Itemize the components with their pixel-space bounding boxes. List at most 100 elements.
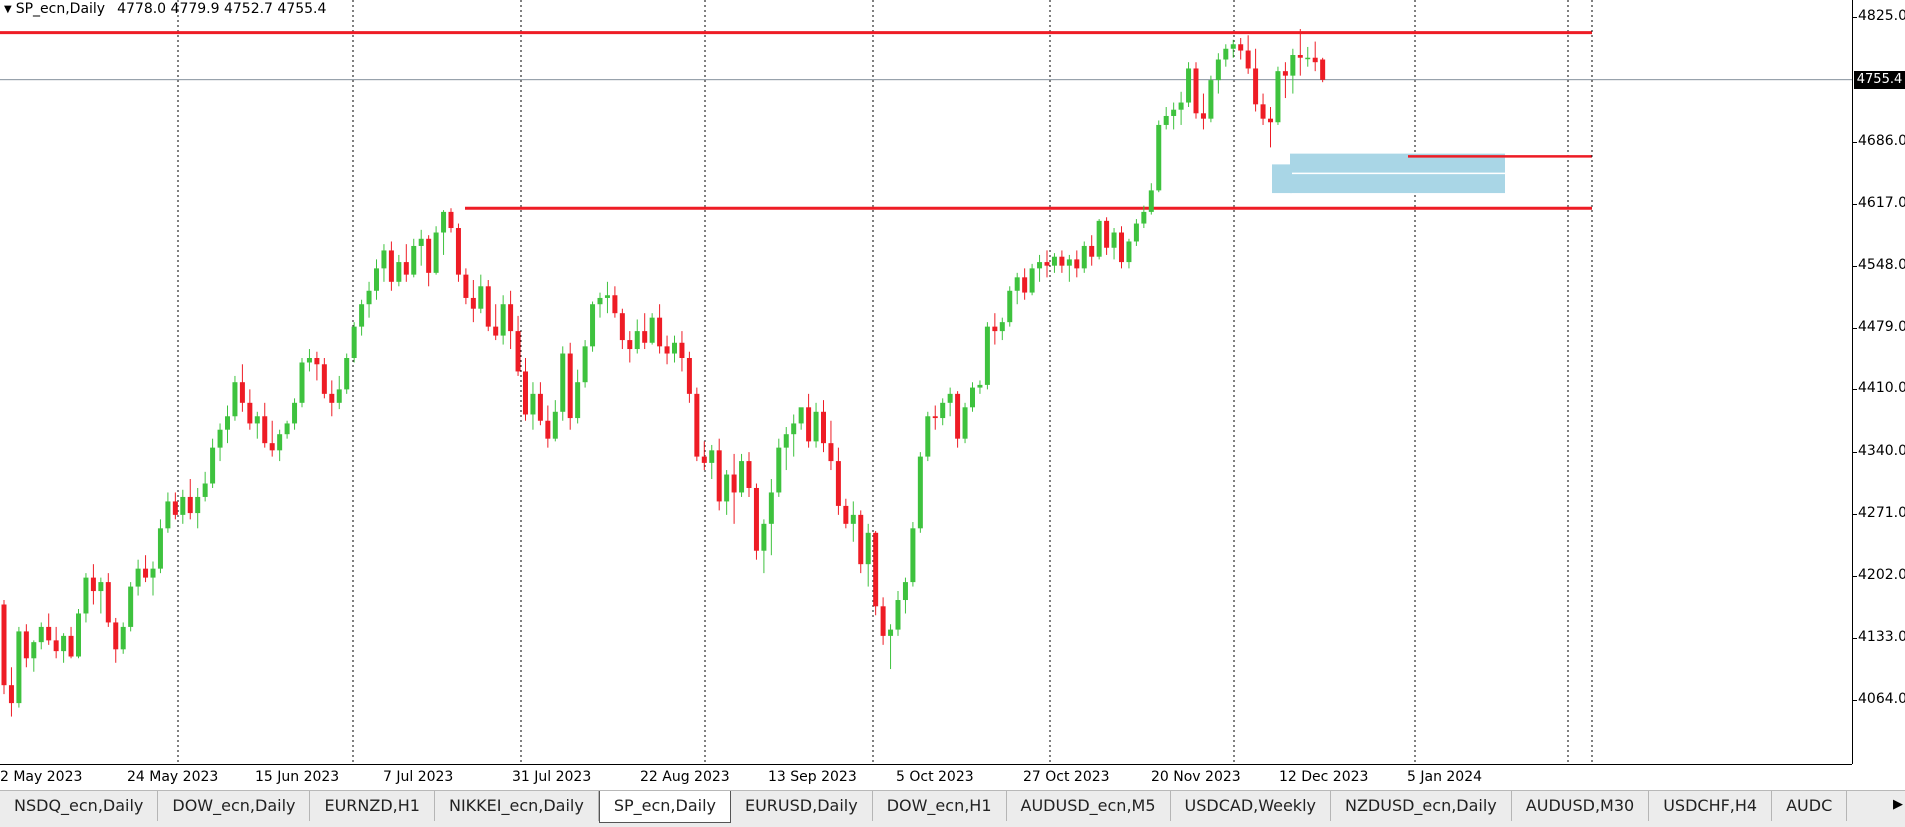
chart-tab[interactable]: AUDUSD,M30 (1512, 791, 1650, 821)
candle-body (1163, 115, 1169, 125)
chart-tab[interactable]: AUDUSD_ecn,M5 (1007, 791, 1171, 821)
candle-body (359, 304, 365, 327)
candle-body (128, 586, 134, 627)
candle-body (791, 423, 797, 435)
candle-body (470, 297, 476, 309)
candle-body (68, 635, 74, 657)
candle-body (1066, 259, 1072, 266)
time-axis[interactable]: 2 May 2023 24 May 2023 15 Jun 2023 7 Jul 20… (0, 764, 1852, 791)
price-tick-mark (1853, 575, 1857, 577)
price-axis[interactable]: 4825.0 4686.0 4617.0 4548.0 4479.0 4410.0 4340… (1852, 0, 1905, 764)
candle-body (217, 429, 223, 448)
candle-body (672, 342, 677, 354)
candle-body (850, 514, 856, 524)
chart-tab[interactable]: DOW_ecn,Daily (158, 791, 311, 821)
candle-body (716, 450, 722, 502)
candle-body (1320, 59, 1326, 80)
candle-body (783, 434, 789, 448)
price-tick-label: 4271.0 (1858, 504, 1905, 521)
candle-body (157, 528, 163, 569)
candle-body (1171, 109, 1177, 116)
candle-body (225, 416, 230, 430)
candle-body (843, 505, 849, 524)
chart-tab[interactable]: AUDC (1772, 791, 1848, 821)
candle-body (426, 238, 432, 273)
chart-tab[interactable]: NIKKEI_ecn,Daily (435, 791, 599, 821)
price-tick-mark (1853, 699, 1857, 701)
candle-body (1230, 44, 1236, 49)
candle-body (604, 295, 610, 298)
candle-body (351, 326, 357, 359)
candle-body (292, 402, 298, 424)
candle-body (306, 358, 312, 363)
candle-body (8, 685, 14, 704)
chart-tab[interactable]: USDCAD,Weekly (1171, 791, 1331, 821)
price-tick-label: 4548.0 (1858, 256, 1905, 273)
price-tick-label: 4825.0 (1858, 8, 1905, 25)
candle-body (888, 629, 894, 636)
candle-body (1126, 241, 1132, 263)
date-tick-label: 5 Oct 2023 (896, 769, 974, 785)
candle-body (709, 450, 715, 463)
price-tick-label: 4202.0 (1858, 566, 1905, 583)
chart-tab[interactable]: EURNZD,H1 (310, 791, 435, 821)
candle-body (1096, 220, 1102, 257)
tab-scroll-right-icon[interactable]: ▶ (1893, 797, 1903, 812)
candle-body (753, 487, 759, 551)
candle-body (1089, 245, 1095, 257)
date-tick-label: 20 Nov 2023 (1151, 769, 1241, 785)
candle-body (917, 456, 923, 529)
candle-body (418, 238, 424, 246)
chart-tab[interactable]: NSDQ_ecn,Daily (0, 791, 159, 821)
candle-body (1111, 232, 1117, 248)
date-tick-label: 22 Aug 2023 (640, 769, 730, 785)
candle-body (150, 568, 156, 578)
candle-body (180, 496, 186, 515)
candle-body (1081, 245, 1087, 269)
candle-body (1253, 68, 1259, 105)
price-tick-label: 4133.0 (1858, 628, 1905, 645)
collapse-triangle-icon[interactable]: ▼ (4, 3, 12, 15)
price-tick-mark (1853, 452, 1857, 454)
candle-body (1141, 211, 1147, 224)
candle-body (396, 262, 402, 282)
candle-body (1007, 290, 1013, 323)
candle-body (187, 496, 193, 514)
chart-tab[interactable]: EURUSD,Daily (731, 791, 873, 821)
candle-body (1051, 256, 1057, 266)
candle-body (664, 346, 670, 354)
price-tick-label: 4340.0 (1858, 443, 1905, 460)
ohlc-readout: 4778.0 4779.9 4752.7 4755.4 (117, 1, 327, 17)
candle-body (336, 389, 342, 403)
candle-body (813, 411, 819, 442)
candle-body (299, 362, 305, 403)
candle-body (806, 407, 812, 442)
chart-tab[interactable]: DOW_ecn,H1 (873, 791, 1007, 821)
chart-tab[interactable]: SP_ecn,Daily (598, 791, 731, 823)
price-tick-mark (1853, 513, 1857, 515)
chart-tab[interactable]: USDCHF,H4 (1649, 791, 1773, 821)
candle-body (701, 456, 707, 463)
chart-tab[interactable]: NZDUSD_ecn,Daily (1331, 791, 1512, 821)
candle-body (366, 290, 372, 305)
candle-body (776, 447, 782, 493)
candle-body (1186, 68, 1192, 103)
candle-body (239, 382, 245, 403)
candle-body (970, 387, 975, 408)
candle-body (83, 577, 89, 614)
candle-body (902, 582, 908, 601)
candle-body (1282, 71, 1288, 76)
candle-body (31, 642, 37, 659)
candle-body (746, 461, 752, 488)
candle-body (597, 297, 603, 305)
demand-zone-step (1272, 164, 1292, 194)
price-tick-mark (1853, 637, 1857, 639)
symbol-label: SP_ecn,Daily (15, 1, 106, 17)
candle-body (895, 600, 901, 630)
price-chart[interactable] (0, 0, 1852, 764)
candle-body (172, 501, 178, 515)
price-tick-label: 4479.0 (1858, 318, 1905, 335)
chart-area[interactable]: ▼ SP_ecn,Daily 4778.0 4779.9 4752.7 4755… (0, 0, 1852, 764)
candle-body (858, 514, 864, 565)
candle-body (411, 245, 417, 275)
